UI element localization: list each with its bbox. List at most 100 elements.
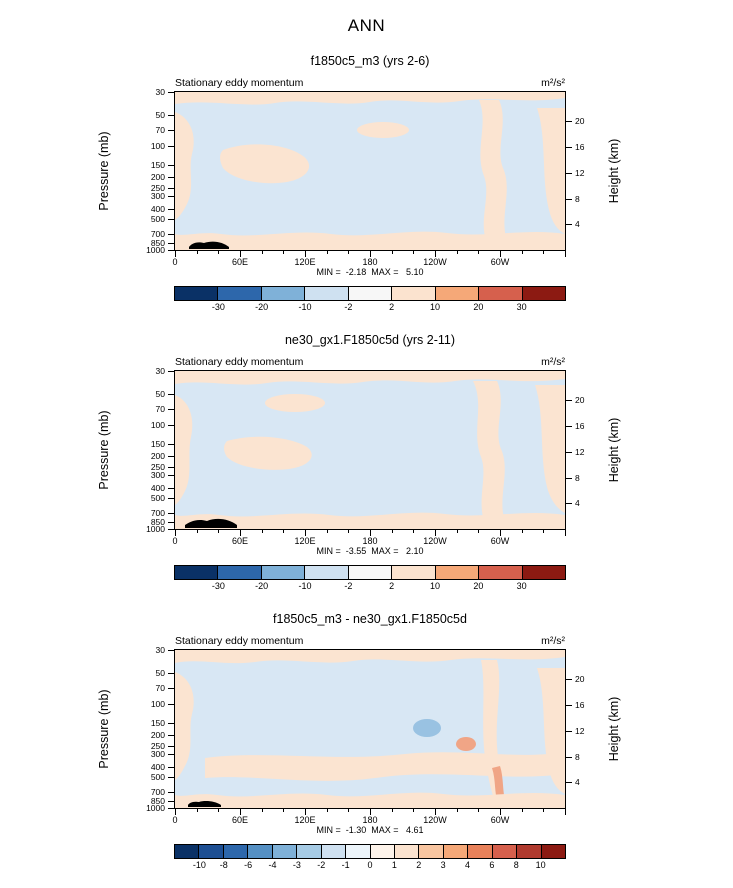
height-tick-mark <box>566 400 572 402</box>
contour-region <box>175 231 565 250</box>
contour-plot <box>174 91 566 251</box>
longitude-tick-label: 60W <box>490 257 510 267</box>
longitude-minor-tick <box>478 809 480 812</box>
pressure-tick-label: 500 <box>150 771 165 782</box>
longitude-tick-mark <box>500 809 501 815</box>
longitude-tick-label: 180 <box>362 815 378 825</box>
panel-difference: f1850c5_m3 - ne30_gx1.F1850c5d Stationar… <box>0 612 733 871</box>
colorbar-tick-label: -20 <box>255 302 269 312</box>
pressure-tick-mark <box>168 487 174 489</box>
pressure-tick-label: 30 <box>155 365 165 376</box>
longitude-tick-label: 60W <box>490 536 510 546</box>
pressure-tick-mark <box>168 776 174 778</box>
colorbar-segment <box>304 287 348 300</box>
pressure-tick-mark <box>168 529 174 530</box>
pressure-tick-mark <box>168 766 174 768</box>
longitude-minor-tick <box>413 530 415 533</box>
panel-title: f1850c5_m3 - ne30_gx1.F1850c5d <box>273 612 467 626</box>
contour-region <box>175 112 194 220</box>
pressure-tick-mark <box>168 497 174 499</box>
colorbar <box>174 844 566 859</box>
height-tick-label: 16 <box>575 699 585 710</box>
colorbar-segment <box>217 566 261 579</box>
height-tick-label: 4 <box>575 498 580 508</box>
pressure-tick-label: 300 <box>150 748 165 759</box>
pressure-tick-label: 30 <box>155 644 165 655</box>
longitude-minor-tick <box>543 530 545 533</box>
longitude-tick-label: 0 <box>172 536 178 546</box>
negative-anomaly-spot <box>413 719 441 737</box>
pressure-tick-label: 200 <box>150 172 165 183</box>
longitude-tick-label: 120E <box>294 815 316 825</box>
pressure-tick-label: 150 <box>150 159 165 170</box>
longitude-minor-tick <box>521 809 523 812</box>
pressure-tick-mark <box>168 115 174 117</box>
pressure-tick-mark <box>168 425 174 427</box>
longitude-minor-tick <box>326 530 328 533</box>
contour-region <box>175 672 194 780</box>
contour-region <box>537 108 565 234</box>
longitude-minor-tick <box>391 530 393 533</box>
longitude-tick-mark <box>370 809 371 815</box>
colorbar-tick-label: 10 <box>429 302 440 312</box>
colorbar <box>174 565 566 580</box>
longitude-tick-label: 180 <box>362 536 378 546</box>
longitude-tick-label: 0 <box>172 257 178 267</box>
colorbar-segment <box>345 845 370 858</box>
height-tick-axis: 20 16 12 8 4 <box>565 92 599 250</box>
longitude-tick-mark <box>435 530 436 536</box>
colorbar-tick-label: 30 <box>516 302 527 312</box>
height-tick-mark <box>566 451 572 453</box>
colorbar-segment <box>540 845 565 858</box>
contour-region <box>175 512 565 529</box>
colorbar-wrap: -30 -20 -10 -2 2 10 20 30 <box>174 565 566 592</box>
longitude-minor-tick <box>413 251 415 254</box>
pressure-tick-label: 100 <box>150 419 165 430</box>
height-tick-mark <box>566 172 572 174</box>
pressure-tick-mark <box>168 688 174 690</box>
colorbar-labels: -10 -8 -6 -4 -3 -2 -1 0 1 2 3 4 6 8 10 <box>175 858 565 871</box>
colorbar-tick-label: -10 <box>192 860 206 870</box>
longitude-minor-tick <box>478 530 480 533</box>
colorbar-tick-label: 10 <box>535 860 546 870</box>
colorbar-wrap: -10 -8 -6 -4 -3 -2 -1 0 1 2 3 4 6 8 10 <box>174 844 566 871</box>
pressure-tick-mark <box>168 745 174 747</box>
longitude-minor-tick <box>218 809 220 812</box>
height-tick-mark <box>566 426 572 427</box>
longitude-axis: 0 60E 120E 180 120W 60W <box>172 808 566 825</box>
colorbar-tick-label: 0 <box>367 860 373 870</box>
units-label: m²/s² <box>541 77 565 89</box>
pressure-tick-label: 400 <box>150 203 165 214</box>
colorbar-tick-label: 6 <box>489 860 495 870</box>
pressure-tick-label: 150 <box>150 438 165 449</box>
pressure-tick-axis: 30 50 70 100 150 200 250 300 400 500 700 850 1000 <box>119 367 175 533</box>
colorbar-tick-label: -10 <box>298 302 312 312</box>
pressure-tick-mark <box>168 673 174 675</box>
colorbar-tick-label: 10 <box>429 581 440 591</box>
height-tick-mark <box>566 147 572 148</box>
height-tick-label: 20 <box>575 674 585 684</box>
pressure-tick-mark <box>168 409 174 411</box>
pressure-tick-label: 30 <box>155 86 165 97</box>
colorbar-tick-label: 8 <box>513 860 519 870</box>
height-axis-title: Height (km) <box>607 696 621 762</box>
colorbar-segment <box>391 566 435 579</box>
pressure-tick-mark <box>168 250 174 251</box>
colorbar-segment <box>478 566 522 579</box>
pressure-tick-label: 70 <box>155 403 165 414</box>
pressure-tick-mark <box>168 466 174 468</box>
main-title: ANN <box>347 16 386 35</box>
longitude-axis: 0 60E 120E 180 120W 60W <box>172 250 566 267</box>
pressure-tick-label: 1000 <box>146 802 165 813</box>
height-axis-title: Height (km) <box>607 138 621 204</box>
longitude-tick-label: 120W <box>423 257 447 267</box>
colorbar-segment <box>521 287 565 300</box>
longitude-tick-mark <box>175 530 176 536</box>
pressure-tick-mark <box>168 218 174 220</box>
longitude-minor-tick <box>283 809 285 812</box>
longitude-minor-tick <box>326 251 328 254</box>
colorbar-segment <box>198 845 223 858</box>
pressure-tick-label: 300 <box>150 469 165 480</box>
colorbar-segment <box>347 287 392 300</box>
longitude-tick-mark <box>305 530 306 536</box>
